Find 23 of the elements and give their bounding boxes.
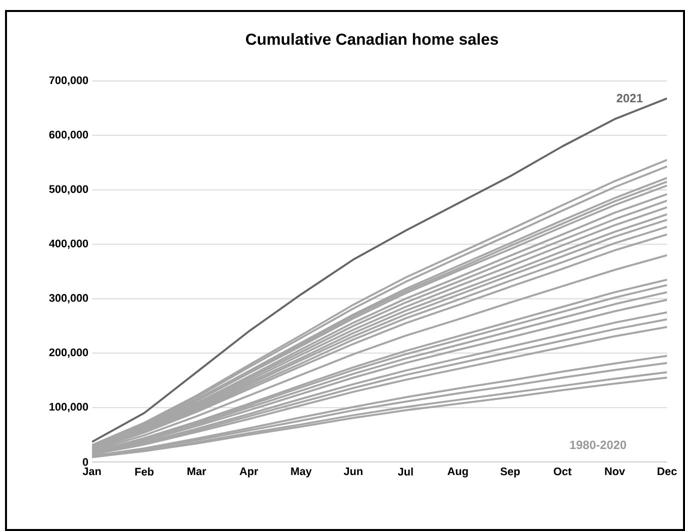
y-tick-label: 100,000 (50, 402, 88, 412)
y-tick-label: 400,000 (49, 240, 88, 249)
x-tick-label: Jan (82, 468, 101, 476)
x-tick-label: Mar (188, 468, 206, 476)
annotation: 1980-2020 (570, 440, 626, 450)
x-tick-label: Dec (658, 468, 677, 476)
chart-title: Cumulative Canadian home sales (246, 33, 498, 45)
x-tick-label: May (291, 468, 312, 478)
x-tick-label: Nov (605, 468, 626, 476)
x-tick-label: Apr (240, 468, 258, 478)
y-tick-label: 300,000 (49, 294, 88, 304)
x-tick-label: Aug (448, 468, 468, 478)
y-tick-label: 200,000 (49, 348, 88, 358)
x-tick-label: Oct (554, 468, 572, 476)
x-tick-label: Jun (344, 468, 362, 476)
x-tick-label: Feb (135, 468, 154, 476)
x-tick-label: Jul (398, 468, 413, 476)
y-tick-label: 700,000 (49, 76, 88, 86)
y-tick-label: 600,000 (49, 130, 88, 140)
y-tick-label: 500,000 (49, 185, 88, 195)
x-tick-label: Sep (500, 468, 520, 478)
annotation: 2021 (616, 94, 643, 102)
y-tick-label: 0 (82, 458, 88, 466)
